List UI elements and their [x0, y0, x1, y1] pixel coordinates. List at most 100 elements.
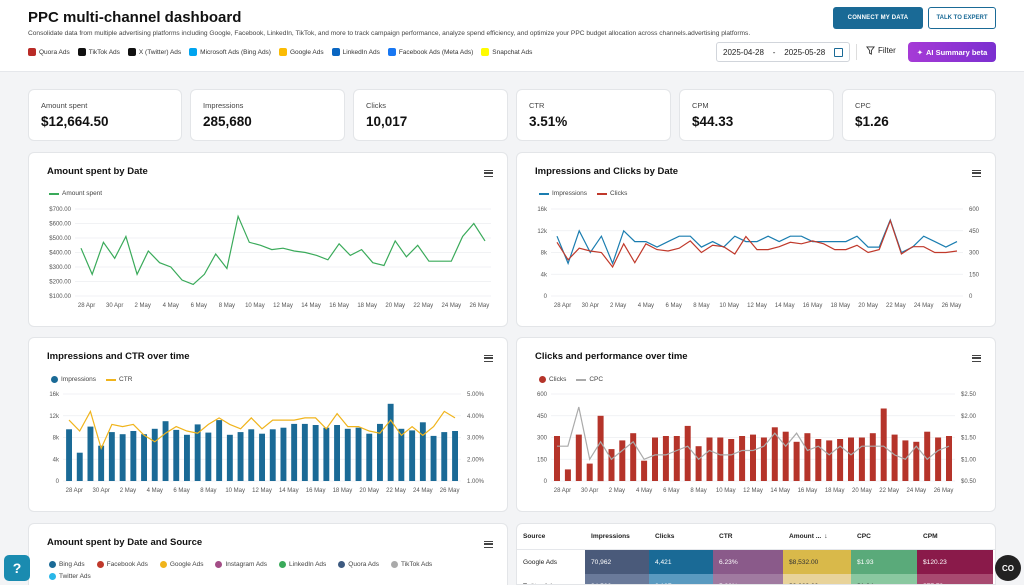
legend-item[interactable]: Clicks — [597, 190, 627, 197]
help-button[interactable]: ? — [4, 555, 30, 581]
menu-icon[interactable] — [484, 170, 493, 177]
legend-item[interactable]: Instagram Ads — [215, 561, 267, 568]
x-tick-label: 2 May — [120, 488, 136, 494]
legend-item[interactable]: Quora Ads — [338, 561, 379, 568]
clicks-bar — [662, 436, 669, 481]
y2-tick-label: 600 — [969, 207, 980, 213]
cookie-settings-button[interactable]: CO — [995, 555, 1021, 581]
kpi-card-clicks: Clicks 10,017 — [353, 89, 508, 141]
y-tick-label: $700.00 — [49, 207, 71, 213]
column-header[interactable]: CPC — [857, 533, 871, 540]
impressions-bar — [355, 427, 362, 481]
y-tick-label: 12k — [537, 229, 548, 235]
kpi-label: Impressions — [203, 101, 244, 110]
legend-item[interactable]: TikTok Ads — [391, 561, 432, 568]
kpi-card-ctr: CTR 3.51% — [516, 89, 671, 141]
legend-item[interactable]: Twitter Ads — [49, 573, 91, 580]
table-row[interactable]: Google Ads 70,962 4,421 6.23% $8,532.00 $1.93… — [517, 550, 995, 574]
kpi-value: 10,017 — [366, 114, 408, 129]
menu-icon[interactable] — [972, 355, 981, 362]
clicks-bar — [630, 433, 637, 481]
table-cell: Google Ads — [517, 550, 585, 574]
impressions-bar — [334, 425, 340, 481]
y2-tick-label: $2.00 — [961, 414, 977, 420]
column-header[interactable]: CTR — [719, 533, 733, 540]
date-range-picker[interactable]: 2025-04-28 - 2025-05-28 — [716, 42, 850, 62]
legend-item[interactable]: Clicks — [539, 376, 566, 383]
connect-my-data-button[interactable]: CONNECT MY DATA — [833, 7, 923, 29]
clicks-bar — [880, 408, 887, 481]
clicks-bar — [717, 437, 724, 481]
x-tick-label: 8 May — [200, 488, 216, 494]
impressions-bar — [119, 434, 126, 481]
clicks-bar — [750, 434, 756, 481]
legend-item[interactable]: Amount spent — [49, 190, 102, 197]
impressions-bar — [87, 426, 94, 481]
legend-item[interactable]: LinkedIn Ads — [279, 561, 326, 568]
clicks-bar — [652, 437, 658, 481]
impressions-bar — [291, 423, 298, 481]
y-tick-label: 450 — [537, 414, 548, 420]
kpi-value: $12,664.50 — [41, 114, 109, 129]
y-tick-label: 16k — [49, 392, 60, 398]
x-tick-label: 10 May — [245, 303, 265, 309]
legend-item[interactable]: Google Ads — [159, 561, 203, 568]
impressions-bar — [269, 429, 276, 481]
menu-icon[interactable] — [972, 170, 981, 177]
x-tick-label: 14 May — [770, 488, 790, 494]
y-tick-label: 16k — [537, 207, 548, 213]
ai-summary-button[interactable]: ✦ AI Summary beta — [908, 42, 996, 62]
y-tick-label: 0 — [56, 479, 60, 485]
source-logo-icon — [189, 48, 198, 56]
x-tick-label: 6 May — [665, 303, 681, 309]
column-header[interactable]: Source — [523, 533, 546, 540]
clicks-bar — [760, 437, 767, 481]
clicks-bar — [706, 437, 713, 481]
kpi-label: Clicks — [366, 101, 386, 110]
y2-tick-label: 300 — [969, 251, 980, 257]
column-header[interactable]: Impressions — [591, 533, 630, 540]
column-header[interactable]: CPM — [923, 533, 938, 540]
x-tick-label: 18 May — [830, 303, 850, 309]
table-cell: $8,532.00 — [783, 550, 851, 574]
impressions-bar — [344, 428, 351, 481]
column-header[interactable]: Amount ... ↓ — [789, 533, 828, 540]
column-header[interactable]: Clicks — [655, 533, 675, 540]
chart-title: Impressions and Clicks by Date — [535, 166, 679, 177]
menu-icon[interactable] — [484, 355, 493, 362]
page-subtitle: Consolidate data from multiple advertisi… — [28, 30, 751, 37]
clicks-bar — [782, 431, 789, 481]
table-cell: 2,187 — [649, 574, 713, 584]
source-logo-icon — [387, 48, 396, 56]
x-tick-label: 20 May — [858, 303, 878, 309]
x-tick-label: 20 May — [385, 303, 405, 309]
legend-item[interactable]: Bing Ads — [49, 561, 85, 568]
source-label: Google Ads — [289, 48, 324, 56]
x-tick-label: 22 May — [386, 488, 406, 494]
source-item: Snapchat Ads — [481, 48, 532, 56]
clicks-bar — [575, 434, 582, 481]
legend-item[interactable]: CPC — [576, 376, 603, 383]
legend-item[interactable]: Impressions — [51, 376, 96, 383]
x-tick-label: 24 May — [441, 303, 461, 309]
kpi-value: $1.26 — [855, 114, 889, 129]
legend-item[interactable]: CTR — [106, 376, 132, 383]
filter-button[interactable]: Filter — [866, 46, 896, 55]
source-logo-icon — [481, 48, 490, 56]
talk-to-expert-button[interactable]: TALK TO EXPERT — [928, 7, 996, 29]
y-tick-label: $600.00 — [49, 222, 71, 228]
legend-item[interactable]: Impressions — [539, 190, 587, 197]
chart-title: Amount spent by Date and Source — [47, 537, 203, 548]
table-cell: $77.73 — [917, 574, 993, 584]
ctr-line — [68, 409, 456, 451]
kpi-value: 285,680 — [203, 114, 252, 129]
table-row[interactable]: Twitter Ads34,5262,1875.26%$2,683.00$1.2… — [517, 574, 995, 584]
dashboard-header: PPC multi-channel dashboard Consolidate … — [0, 0, 1024, 72]
x-tick-label: 26 May — [470, 303, 490, 309]
menu-icon[interactable] — [484, 541, 493, 548]
x-tick-label: 20 May — [359, 488, 379, 494]
impressions-bar — [226, 434, 233, 481]
legend-item[interactable]: Facebook Ads — [96, 561, 148, 568]
cpc-line — [557, 406, 950, 461]
source-label: Snapchat Ads — [492, 48, 533, 56]
